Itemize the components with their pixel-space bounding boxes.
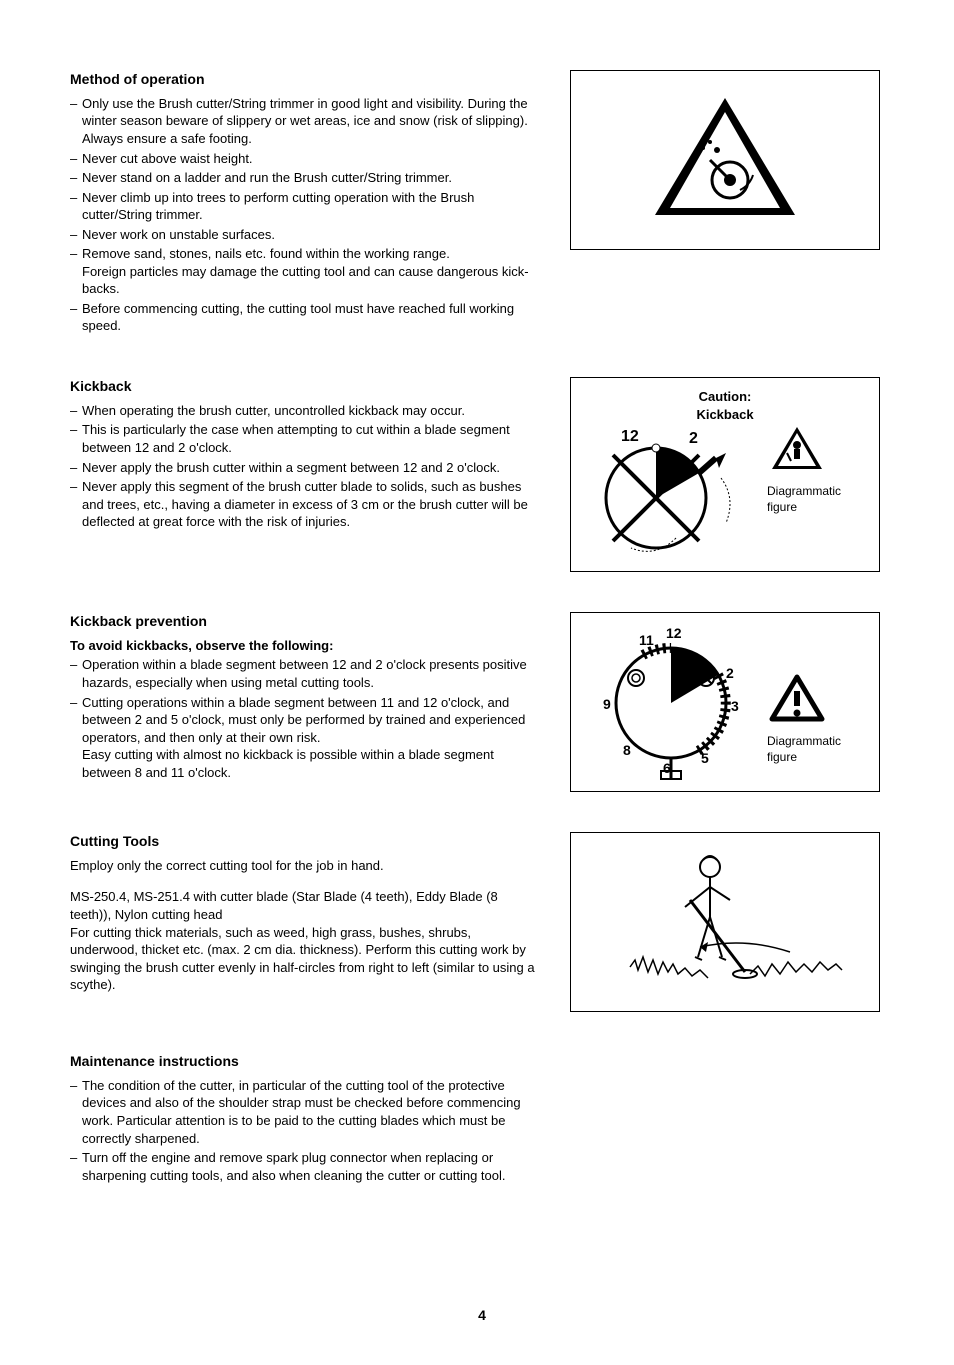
svg-text:11: 11 bbox=[639, 632, 654, 648]
list-item: Turn off the engine and remove spark plu… bbox=[70, 1149, 540, 1184]
section-prevention: Kickback prevention To avoid kickbacks, … bbox=[70, 612, 894, 792]
page-number: 4 bbox=[70, 1306, 894, 1325]
warning-debris-icon bbox=[645, 90, 805, 230]
kickback-title: Kickback bbox=[70, 377, 540, 396]
svg-text:8: 8 bbox=[623, 742, 631, 758]
svg-text:2: 2 bbox=[726, 665, 734, 681]
kickback-fig-note: Diagrammatic figure bbox=[767, 483, 852, 515]
svg-text:2: 2 bbox=[689, 430, 698, 447]
method-title: Method of operation bbox=[70, 70, 540, 89]
maintenance-list: The condition of the cutter, in particul… bbox=[70, 1077, 540, 1184]
list-item: Never work on unstable surfaces. bbox=[70, 226, 540, 244]
list-item: Operation within a blade segment between… bbox=[70, 656, 540, 691]
cutting-title: Cutting Tools bbox=[70, 832, 540, 851]
kickback-list: When operating the brush cutter, uncontr… bbox=[70, 402, 540, 531]
list-item: Never stand on a ladder and run the Brus… bbox=[70, 169, 540, 187]
svg-text:12: 12 bbox=[621, 428, 639, 445]
list-item: Before commencing cutting, the cutting t… bbox=[70, 300, 540, 335]
cutting-text: Cutting Tools Employ only the correct cu… bbox=[70, 832, 540, 1012]
section-cutting: Cutting Tools Employ only the correct cu… bbox=[70, 832, 894, 1012]
prevention-fig-note: Diagrammatic figure bbox=[767, 733, 852, 765]
prevention-list: Operation within a blade segment between… bbox=[70, 656, 540, 781]
list-item: Never climb up into trees to perform cut… bbox=[70, 189, 540, 224]
operator-scythe-icon bbox=[590, 842, 860, 1002]
maintenance-spacer bbox=[570, 1052, 880, 1186]
prevention-title: Kickback prevention bbox=[70, 612, 540, 631]
prevention-figure: 11 12 2 3 5 6 8 9 Diagrammatic figure bbox=[570, 612, 880, 792]
svg-text:9: 9 bbox=[603, 696, 611, 712]
prevention-subtitle: To avoid kickbacks, observe the followin… bbox=[70, 637, 540, 655]
cutting-figure bbox=[570, 832, 880, 1012]
list-item: Never cut above waist height. bbox=[70, 150, 540, 168]
list-item: This is particularly the case when attem… bbox=[70, 421, 540, 456]
method-text: Method of operation Only use the Brush c… bbox=[70, 70, 540, 337]
list-item: When operating the brush cutter, uncontr… bbox=[70, 402, 540, 420]
list-item: Cutting operations within a blade segmen… bbox=[70, 694, 540, 782]
cutting-p2: MS-250.4, MS-251.4 with cutter blade (St… bbox=[70, 888, 540, 923]
maintenance-text: Maintenance instructions The condition o… bbox=[70, 1052, 540, 1186]
list-item: The condition of the cutter, in particul… bbox=[70, 1077, 540, 1147]
svg-text:12: 12 bbox=[666, 625, 682, 641]
svg-text:5: 5 bbox=[701, 750, 709, 766]
cutting-p3: For cutting thick materials, such as wee… bbox=[70, 924, 540, 994]
warning-exclaim-icon bbox=[767, 673, 827, 728]
clock-segments-icon: 11 12 2 3 5 6 8 9 bbox=[581, 623, 761, 783]
section-maintenance: Maintenance instructions The condition o… bbox=[70, 1052, 894, 1186]
method-figure bbox=[570, 70, 880, 337]
svg-text:3: 3 bbox=[731, 698, 739, 714]
method-list: Only use the Brush cutter/String trimmer… bbox=[70, 95, 540, 335]
prevention-text: Kickback prevention To avoid kickbacks, … bbox=[70, 612, 540, 792]
section-kickback: Kickback When operating the brush cutter… bbox=[70, 377, 894, 572]
kickback-figure: Caution: Kickback 12 2 bbox=[570, 377, 880, 572]
svg-text:6: 6 bbox=[663, 760, 671, 776]
kickback-text: Kickback When operating the brush cutter… bbox=[70, 377, 540, 572]
kickback-clock-icon: 12 2 bbox=[581, 423, 761, 573]
warning-person-icon bbox=[767, 423, 827, 478]
list-item: Never apply this segment of the brush cu… bbox=[70, 478, 540, 531]
section-method: Method of operation Only use the Brush c… bbox=[70, 70, 894, 337]
list-item: Never apply the brush cutter within a se… bbox=[70, 459, 540, 477]
kickback-caption: Caution: Kickback bbox=[581, 388, 869, 423]
maintenance-title: Maintenance instructions bbox=[70, 1052, 540, 1071]
cutting-p1: Employ only the correct cutting tool for… bbox=[70, 857, 540, 875]
list-item: Only use the Brush cutter/String trimmer… bbox=[70, 95, 540, 148]
list-item: Remove sand, stones, nails etc. found wi… bbox=[70, 245, 540, 298]
